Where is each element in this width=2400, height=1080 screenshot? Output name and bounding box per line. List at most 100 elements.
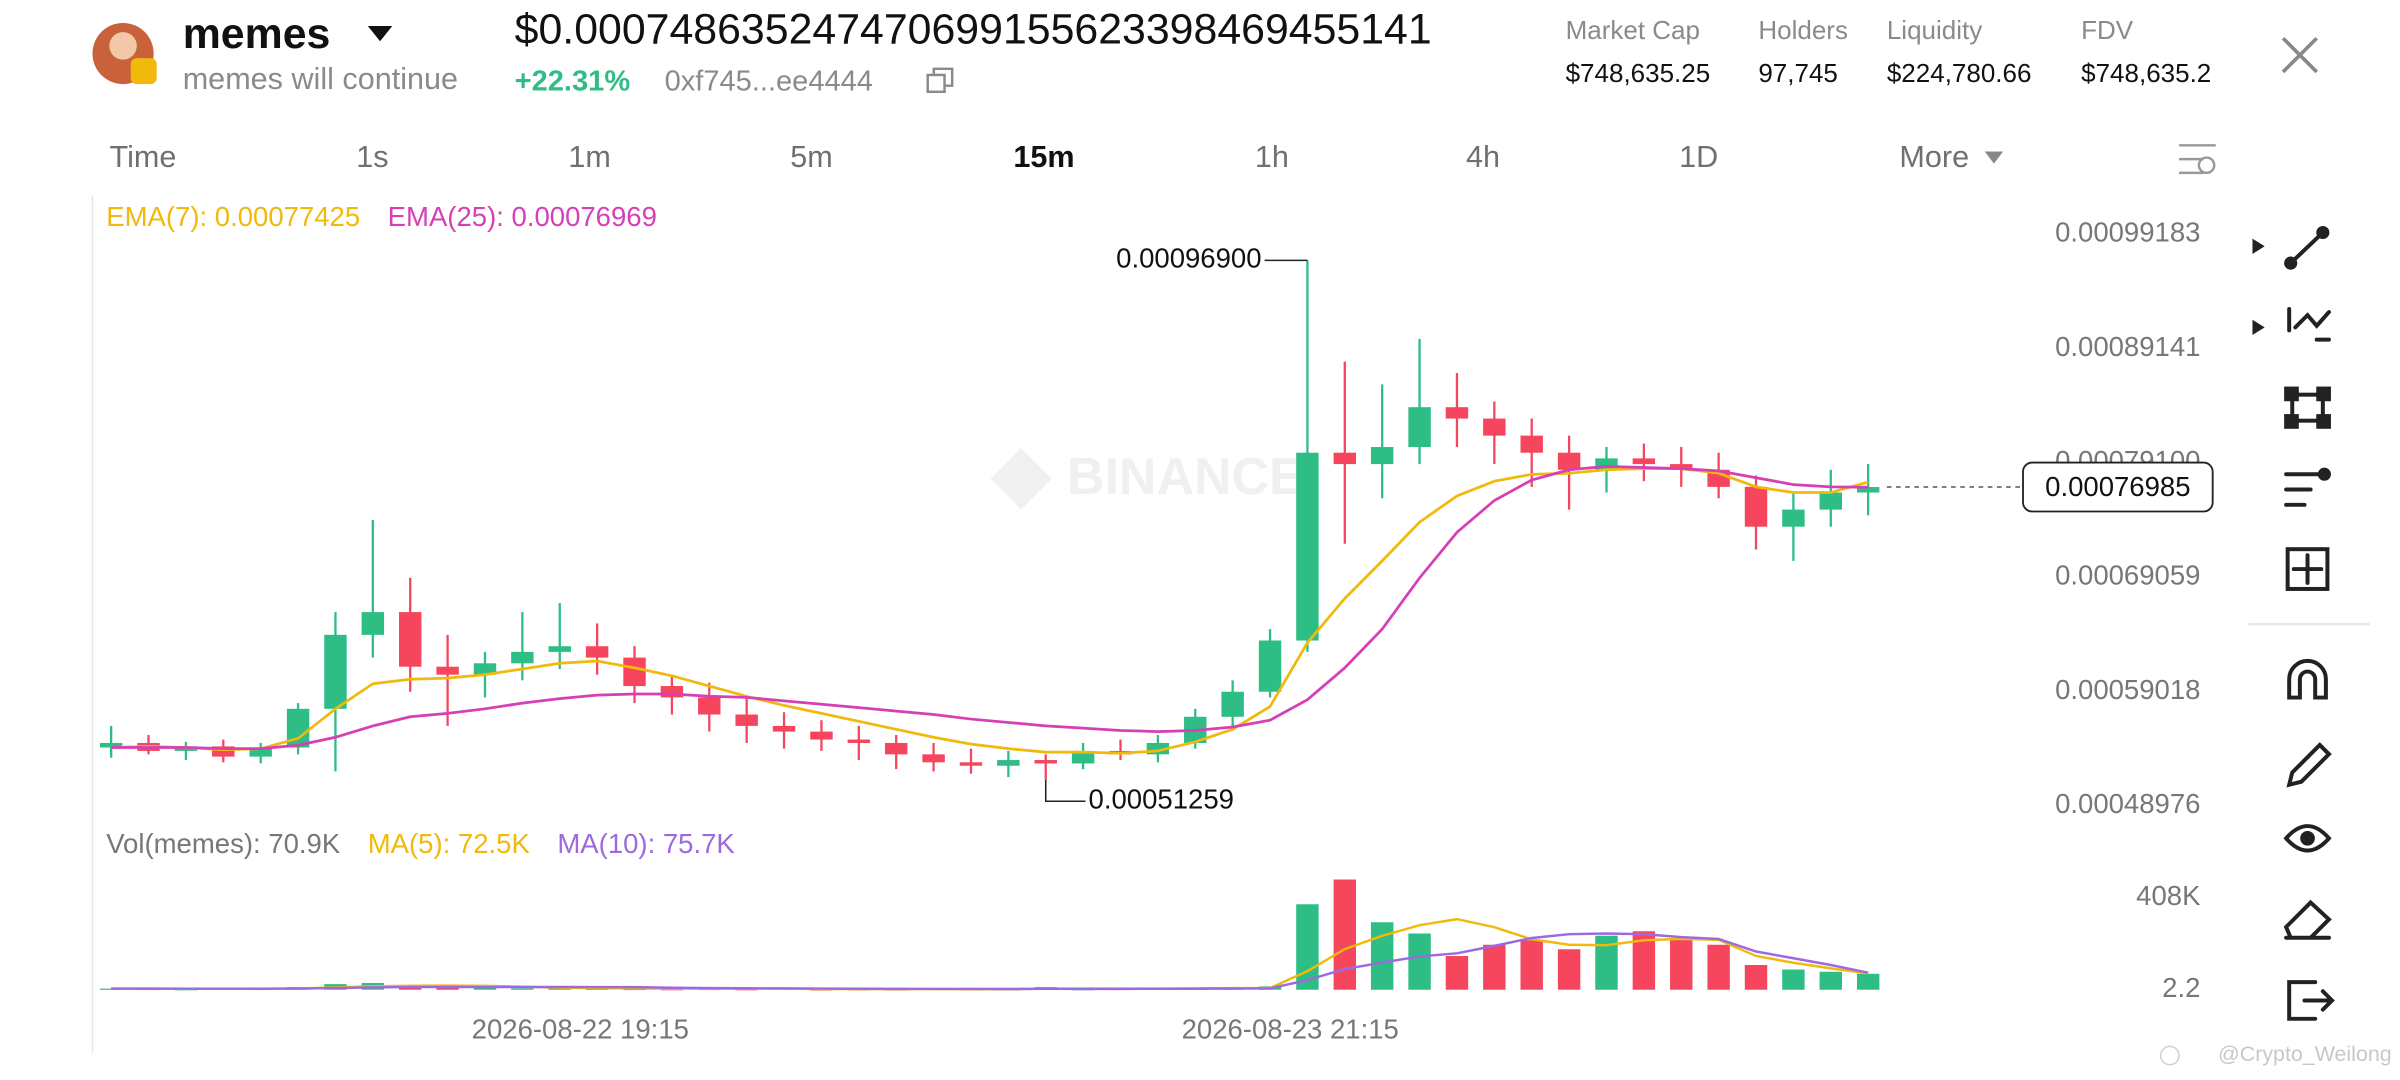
- watermark: BINANCE: [990, 448, 1304, 510]
- candle-body: [548, 646, 571, 652]
- volume-bar: [1595, 935, 1618, 990]
- price-change: +22.31%: [515, 65, 631, 97]
- chart-settings-icon[interactable]: [2179, 144, 2216, 175]
- volume-ma-line: [111, 932, 1869, 991]
- measure-tool[interactable]: [2285, 547, 2330, 591]
- stats: Market Cap $748,635.25 Holders 97,745 Li…: [1566, 15, 2212, 88]
- dropdown-icon[interactable]: [367, 26, 393, 42]
- pen-tool[interactable]: [2286, 742, 2332, 788]
- stat-value: 97,745: [1758, 58, 1838, 88]
- interval-tab[interactable]: 1s: [356, 140, 388, 174]
- interval-tab[interactable]: Time: [110, 140, 177, 174]
- more-dropdown-icon: [1984, 151, 2004, 164]
- chart: 0.000991830.000891410.000791000.00069059…: [99, 201, 2214, 1044]
- candle-body: [1333, 452, 1357, 465]
- watermark-logo: [990, 448, 1052, 510]
- candle-body: [1146, 742, 1170, 755]
- interval-tab[interactable]: 5m: [790, 140, 832, 174]
- candle-body: [922, 754, 945, 763]
- candle-body: [1632, 458, 1656, 465]
- candle-body: [1557, 452, 1581, 470]
- legend-entry: EMA(7): 0.00077425: [106, 201, 360, 232]
- avatar-face: [109, 32, 137, 60]
- copy-icon[interactable]: [926, 67, 954, 94]
- drawing-toolbar: [2248, 225, 2370, 1021]
- y-tick-label: 0.00059018: [2055, 674, 2200, 705]
- candle-body: [959, 762, 983, 766]
- token-tagline: memes will continue: [183, 62, 458, 96]
- candle-body: [1258, 640, 1282, 692]
- candle-body: [1034, 760, 1057, 764]
- contract-address: 0xf745...ee4444: [665, 65, 873, 97]
- candle-body: [1296, 452, 1319, 641]
- interval-tab[interactable]: More: [1899, 140, 1969, 174]
- candle-body: [436, 666, 459, 675]
- interval-bar: Time 1s 1m 5m 15m 1h 4h 1D More: [110, 140, 2004, 174]
- volume-tick-label: 2.2: [2162, 972, 2200, 1003]
- credit: @Crypto_Weilong: [2218, 1042, 2392, 1066]
- candle-body: [99, 742, 123, 748]
- candle-body: [1819, 492, 1842, 510]
- candle-body: [1744, 486, 1768, 527]
- volume-bar: [1819, 971, 1842, 990]
- candle-body: [698, 697, 721, 715]
- candle-body: [585, 646, 609, 658]
- magnet-tool[interactable]: [2287, 658, 2328, 700]
- close-button[interactable]: [2281, 36, 2319, 74]
- candle-body: [660, 686, 684, 698]
- x-tick-label: 2026-08-22 19:15: [472, 1013, 689, 1044]
- interval-tab[interactable]: 4h: [1466, 140, 1500, 174]
- fib-tool[interactable]: [2287, 307, 2331, 342]
- interval-tab[interactable]: 15m: [1013, 140, 1074, 174]
- volume-legend: Vol(memes): 70.9K: [106, 828, 341, 859]
- candle-body: [286, 708, 310, 748]
- candle-body: [847, 739, 871, 743]
- interval-tab[interactable]: 1h: [1255, 140, 1289, 174]
- token-price: $0.000748635247470699155623398469455141: [515, 5, 1432, 53]
- candle-body: [810, 731, 833, 740]
- candle-body: [884, 742, 908, 755]
- stat-label: Market Cap: [1566, 15, 1700, 45]
- candle-body: [361, 612, 385, 635]
- volume-bar: [1856, 973, 1880, 990]
- expand-icon[interactable]: [2252, 319, 2265, 336]
- stat-label: FDV: [2081, 15, 2134, 45]
- expand-icon[interactable]: [2252, 238, 2265, 254]
- ema-line: [111, 467, 1869, 755]
- interval-tab[interactable]: 1D: [1679, 140, 1718, 174]
- interval-tab[interactable]: 1m: [568, 140, 610, 174]
- candle-body: [511, 651, 534, 664]
- line-tool[interactable]: [2284, 225, 2330, 270]
- candle-body: [1071, 750, 1095, 764]
- last-price-label: 0.00076985: [2045, 471, 2190, 502]
- legend-entry: MA(5): 72.5K: [368, 828, 531, 859]
- visibility-tool[interactable]: [2283, 824, 2332, 853]
- volume-bar: [511, 988, 534, 990]
- watermark-text: BINANCE: [1067, 448, 1304, 506]
- candle-body: [212, 746, 235, 757]
- stat-value: $224,780.66: [1887, 58, 2032, 88]
- volume-bar: [436, 987, 459, 990]
- volume-bar: [1744, 964, 1768, 990]
- exit-tool[interactable]: [2287, 980, 2335, 1021]
- volume-bar: [1707, 944, 1730, 990]
- last-price-box: [2022, 461, 2214, 513]
- candle-body: [1595, 458, 1618, 470]
- candle-body: [1483, 418, 1506, 436]
- eraser-tool[interactable]: [2283, 899, 2332, 940]
- candle-body: [1221, 691, 1244, 717]
- candle-body: [1520, 435, 1543, 453]
- parallel-tool[interactable]: [2284, 467, 2331, 507]
- stat-value: $748,635.25: [1566, 58, 1711, 88]
- x-tick-label: 2026-08-23 21:15: [1182, 1013, 1399, 1044]
- volume-bar: [1445, 956, 1469, 990]
- legend-entry: MA(10): 75.7K: [557, 828, 735, 859]
- volume-bar: [548, 988, 571, 990]
- stat-label: Holders: [1758, 15, 1848, 45]
- candle-body: [1856, 487, 1880, 493]
- shape-tool[interactable]: [2284, 386, 2331, 429]
- volume-bar: [1483, 944, 1506, 990]
- legend-entry: EMA(25): 0.00076969: [388, 201, 657, 232]
- y-tick-label: 0.00089141: [2055, 331, 2200, 362]
